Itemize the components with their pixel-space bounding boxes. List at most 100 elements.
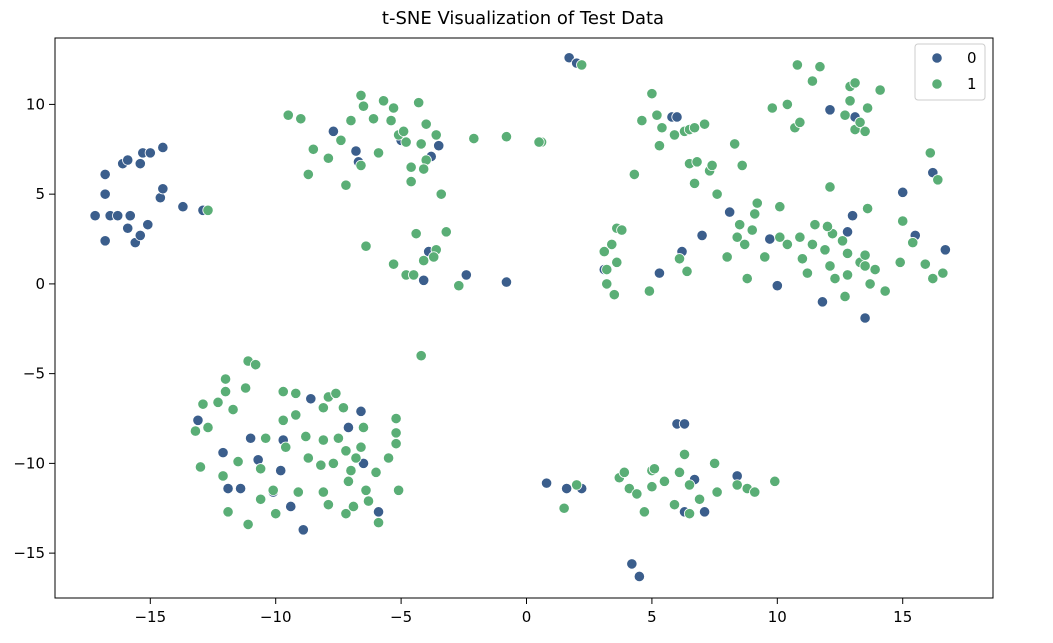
data-point-series-1 [616, 224, 628, 236]
data-point-series-0 [355, 405, 367, 417]
data-point-series-1 [673, 466, 686, 478]
data-point-series-1 [367, 113, 380, 125]
data-point-series-1 [656, 122, 668, 134]
x-tick-label: 15 [893, 608, 912, 626]
data-point-series-0 [99, 235, 111, 247]
data-point-series-1 [267, 484, 279, 496]
data-point-series-1 [435, 188, 447, 200]
data-point-series-1 [385, 114, 397, 127]
data-point-series-0 [433, 140, 445, 152]
data-point-series-1 [322, 152, 334, 164]
data-point-series-1 [841, 269, 854, 281]
data-point-series-1 [255, 463, 267, 475]
data-point-series-1 [729, 138, 741, 150]
y-tick-label: −10 [13, 454, 45, 472]
data-point-series-1 [801, 267, 814, 279]
data-point-series-0 [99, 168, 111, 181]
data-point-series-0 [897, 186, 909, 198]
data-point-series-1 [387, 258, 400, 270]
data-point-series-1 [317, 434, 329, 446]
data-point-series-1 [618, 466, 630, 478]
data-point-series-1 [628, 168, 640, 181]
data-point-series-1 [390, 427, 402, 439]
data-point-series-1 [410, 228, 422, 240]
data-point-series-0 [124, 210, 136, 222]
data-point-series-1 [688, 122, 701, 134]
data-point-series-1 [739, 238, 751, 251]
data-point-series-1 [766, 102, 778, 114]
data-point-series-0 [540, 477, 553, 489]
data-point-series-1 [255, 493, 267, 505]
data-point-series-1 [290, 409, 302, 421]
data-point-series-0 [192, 414, 204, 426]
data-point-series-1 [340, 508, 352, 520]
data-point-series-1 [731, 231, 743, 243]
data-point-series-1 [794, 116, 806, 128]
data-point-series-1 [806, 238, 819, 251]
data-point-series-0 [305, 393, 317, 405]
data-point-series-1 [405, 161, 417, 173]
data-point-series-1 [453, 280, 465, 292]
data-point-series-1 [749, 208, 761, 220]
data-point-series-1 [405, 175, 417, 188]
data-point-series-0 [222, 482, 234, 495]
data-point-series-1 [731, 479, 743, 491]
data-point-series-1 [420, 118, 432, 130]
data-point-series-1 [533, 136, 545, 148]
data-point-series-0 [859, 312, 871, 324]
data-point-series-1 [277, 385, 289, 398]
data-point-series-1 [839, 290, 851, 303]
data-point-series-1 [648, 463, 661, 475]
data-point-series-1 [370, 466, 382, 478]
data-point-series-1 [643, 285, 656, 297]
data-point-series-0 [678, 418, 691, 430]
data-point-series-0 [122, 154, 134, 166]
data-point-series-0 [112, 210, 124, 222]
data-point-series-0 [275, 464, 287, 477]
data-point-series-1 [222, 506, 234, 518]
data-point-series-0 [122, 222, 134, 234]
data-point-series-1 [571, 479, 583, 491]
data-point-series-1 [355, 89, 367, 102]
data-point-series-1 [681, 265, 693, 277]
x-tick-label: 10 [768, 608, 787, 626]
data-point-series-1 [355, 159, 367, 172]
data-point-series-1 [774, 201, 786, 213]
data-point-series-1 [189, 425, 202, 437]
data-point-series-1 [919, 258, 931, 270]
points-layer [89, 52, 951, 583]
data-point-series-1 [330, 387, 342, 399]
data-point-series-1 [683, 508, 696, 520]
data-point-series-1 [924, 147, 936, 159]
data-point-series-1 [342, 475, 355, 487]
data-point-series-1 [227, 403, 239, 416]
data-point-series-1 [907, 237, 919, 249]
data-point-series-0 [245, 432, 257, 444]
data-point-series-1 [219, 385, 232, 398]
chart-title: t-SNE Visualization of Test Data [382, 8, 664, 29]
data-point-series-1 [673, 253, 686, 265]
data-point-series-1 [315, 459, 327, 471]
data-point-series-1 [350, 452, 362, 464]
data-point-series-1 [631, 488, 643, 500]
data-point-series-0 [418, 274, 430, 286]
data-point-series-1 [809, 219, 821, 231]
legend: 01 [914, 43, 986, 101]
data-point-series-0 [696, 229, 708, 242]
data-point-series-1 [794, 231, 806, 243]
data-point-series-1 [646, 88, 658, 100]
data-point-series-1 [202, 204, 214, 216]
data-point-series-1 [706, 159, 718, 172]
x-tick-label: −5 [390, 608, 412, 626]
data-point-series-1 [598, 245, 610, 258]
data-point-series-1 [601, 263, 613, 276]
data-point-series-1 [277, 414, 289, 426]
data-point-series-1 [295, 113, 307, 125]
data-point-series-1 [327, 457, 339, 469]
data-point-series-1 [500, 131, 513, 143]
data-point-series-1 [197, 398, 209, 410]
data-point-series-1 [611, 256, 623, 268]
data-point-series-1 [428, 251, 440, 263]
data-point-series-0 [846, 210, 859, 222]
data-point-series-1 [791, 59, 803, 71]
